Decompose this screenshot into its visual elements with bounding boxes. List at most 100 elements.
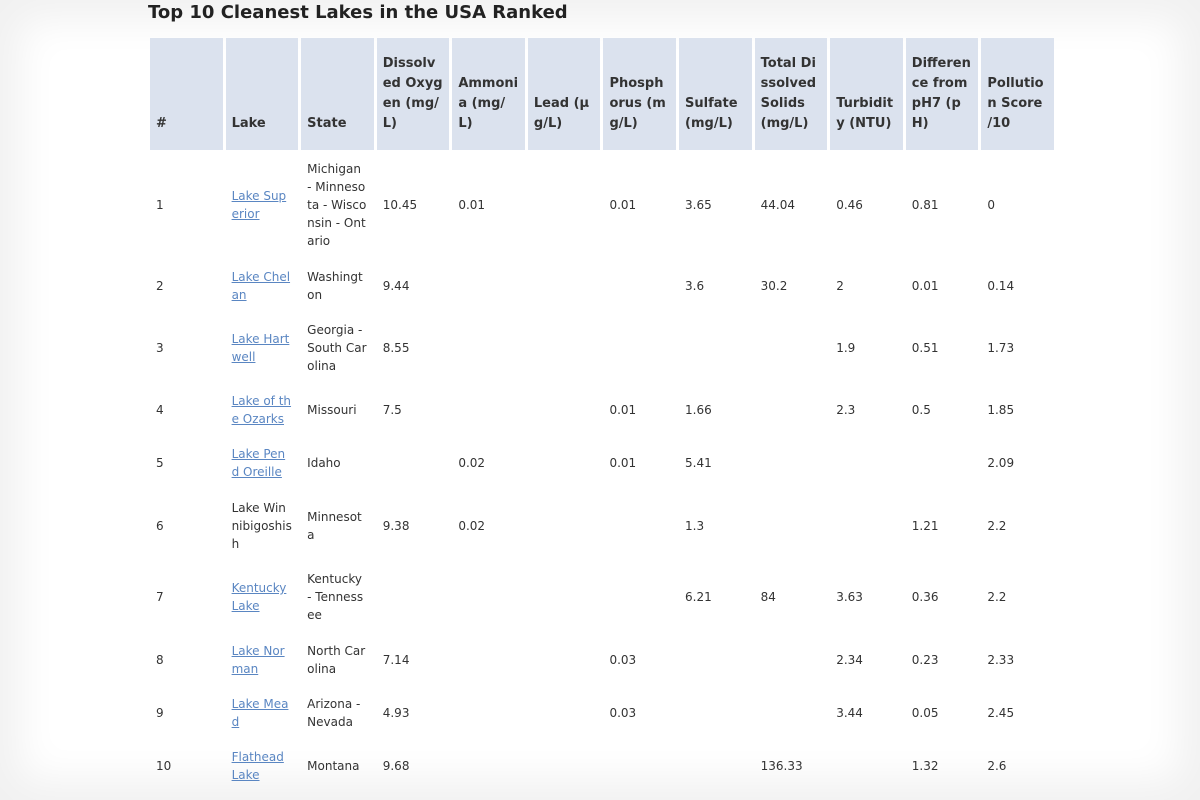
table-cell: 10 — [156, 759, 172, 773]
table-row: 3 Lake Hartwell Georgia - South Carolina 8.… — [150, 312, 1054, 384]
lake-link[interactable]: Lake Pend Oreille — [231, 447, 286, 479]
table-cell: 2.34 — [836, 653, 863, 667]
table-row: 5 Lake Pend Oreille Idaho 0.02 0.01 5.41 2.09 — [150, 436, 1054, 490]
column-header: Difference from pH7 (pH) — [905, 38, 979, 150]
table-cell — [755, 490, 828, 562]
table-cell: 8 — [156, 653, 164, 667]
table-cell: 2.6 — [987, 759, 1007, 773]
table-cell: 9.38 — [382, 519, 410, 533]
table-cell: 5.41 — [685, 456, 712, 470]
table-cell — [830, 490, 903, 562]
table-cell: 0.46 — [836, 198, 863, 212]
table-cell: 9 — [156, 706, 164, 720]
table-row: 10 Flathead Lake Montana 9.68 136.33 1.32 2.6 — [150, 738, 1054, 794]
table-cell — [452, 312, 525, 384]
table-cell — [452, 738, 525, 794]
lake-link[interactable]: Lake of the Ozarks — [231, 394, 292, 426]
table-cell — [452, 384, 525, 436]
table-cell: Lake Winnibigoshish — [226, 490, 299, 562]
column-header: Total Dissolved Solids (mg/L) — [754, 38, 828, 150]
table-cell: 2.2 — [987, 519, 1007, 533]
table-cell: 0.81 — [911, 198, 939, 212]
table-cell: 2 — [156, 279, 164, 293]
table-cell: 0.23 — [911, 653, 939, 667]
table-cell: 44.04 — [760, 198, 795, 212]
table-cell: 0.5 — [911, 403, 931, 417]
lake-link[interactable]: Lake Hartwell — [231, 332, 290, 364]
table-cell: 0.14 — [987, 279, 1015, 293]
table-cell — [603, 562, 676, 632]
column-header: Ammonia (mg/L) — [452, 38, 525, 150]
table-row: 7 Kentucky Lake Kentucky - Tennessee 6.21 84… — [150, 562, 1054, 632]
table-cell — [528, 150, 601, 260]
table-cell: Flathead Lake — [226, 738, 299, 794]
table-cell — [755, 384, 828, 436]
lake-link[interactable]: Lake Chelan — [231, 270, 291, 302]
table-cell: 0.01 — [911, 279, 939, 293]
lake-name: Lake Winnibigoshish — [231, 501, 292, 551]
table-cell: 3.6 — [685, 279, 705, 293]
table-cell: Georgia - South Carolina — [307, 323, 367, 373]
lake-link[interactable]: Lake Norman — [231, 644, 285, 676]
table-cell: 3.63 — [836, 590, 863, 604]
lake-link[interactable]: Flathead Lake — [231, 750, 284, 782]
table-cell: 10.45 — [382, 198, 418, 212]
table-cell — [603, 738, 676, 794]
table-cell — [452, 632, 525, 688]
table-row: 9 Lake Mead Arizona - Nevada 4.93 0.03 3.44 0.… — [150, 688, 1054, 738]
table-cell: 0.36 — [911, 590, 939, 604]
column-header: Dissolved Oxygen (mg/L) — [376, 38, 450, 150]
table-cell — [679, 738, 752, 794]
column-header: State — [301, 38, 374, 150]
table-cell — [679, 688, 752, 738]
table-cell: Washington — [307, 270, 363, 302]
table-cell: 2.33 — [987, 653, 1015, 667]
table-cell: 0.02 — [458, 456, 486, 470]
lake-link[interactable]: Lake Mead — [231, 697, 289, 729]
table-cell — [755, 312, 828, 384]
table-cell: 0.01 — [458, 198, 486, 212]
table-cell — [377, 436, 450, 490]
table-cell: Lake Norman — [226, 632, 299, 688]
table-cell: Lake Hartwell — [226, 312, 299, 384]
table-row: 8 Lake Norman North Carolina 7.14 0.03 2.34 0.… — [150, 632, 1054, 688]
table-cell: Missouri — [307, 403, 357, 417]
table-cell — [528, 436, 601, 490]
table-cell: 136.33 — [760, 759, 803, 773]
table-cell — [528, 384, 601, 436]
table-cell — [603, 260, 676, 312]
column-header: # — [150, 38, 223, 150]
table-cell — [755, 688, 828, 738]
lake-link[interactable]: Lake Superior — [231, 189, 287, 221]
table-row: 4 Lake of the Ozarks Missouri 7.5 0.01 1.66 2.… — [150, 384, 1054, 436]
table-cell: Kentucky - Tennessee — [307, 572, 364, 622]
table-cell: 2.45 — [987, 706, 1015, 720]
table-cell: 1 — [156, 198, 164, 212]
table-cell: Minnesota — [307, 510, 362, 542]
table-cell: 2.2 — [987, 590, 1007, 604]
table-cell: 7 — [156, 590, 164, 604]
table-cell — [603, 490, 676, 562]
column-header: Sulfate (mg/L) — [679, 38, 752, 150]
table-row: 1 Lake Superior Michigan - Minnesota - Wis… — [150, 150, 1054, 260]
table-cell: 1.21 — [911, 519, 939, 533]
table-cell: 0.03 — [609, 706, 637, 720]
table-cell: Michigan - Minnesota - Wisconsin - Ontar… — [307, 162, 367, 248]
lake-link[interactable]: Kentucky Lake — [231, 581, 287, 613]
table-cell: 0.05 — [911, 706, 939, 720]
table-cell — [603, 312, 676, 384]
table-cell — [906, 436, 979, 490]
table-cell — [452, 688, 525, 738]
table-cell: 1.3 — [685, 519, 705, 533]
header-row: # Lake State Dissolved Oxygen (mg/L) Ammonia… — [150, 38, 1054, 150]
table-cell: Lake Pend Oreille — [226, 436, 299, 490]
table-cell: 1.32 — [911, 759, 939, 773]
table-cell: 0.02 — [458, 519, 486, 533]
table-cell — [528, 738, 601, 794]
table-cell: 4 — [156, 403, 164, 417]
table-cell: North Carolina — [307, 644, 366, 676]
table-cell: 4.93 — [382, 706, 410, 720]
table-cell — [755, 436, 828, 490]
table-cell — [452, 260, 525, 312]
